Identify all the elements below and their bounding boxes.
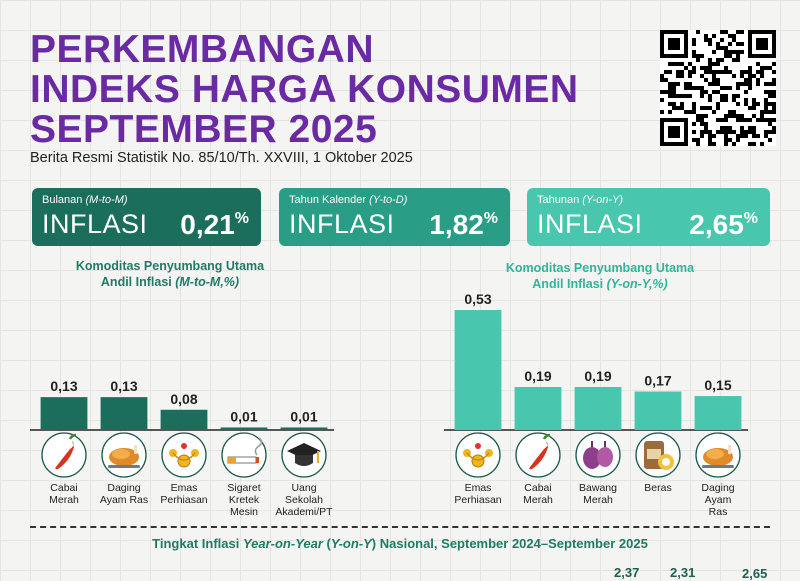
chart-1-value-label: 0,53 (464, 291, 491, 307)
gold-icon (161, 432, 207, 478)
chart-0-category-label: Ayam Ras (100, 494, 148, 506)
footer-divider (30, 526, 770, 528)
chart-1-category-label: Ras (709, 506, 728, 518)
chart-0-category-label: Sigaret (227, 482, 260, 494)
chart-1-value-label: 0,19 (584, 368, 611, 384)
cigarette-icon (221, 432, 267, 478)
chart-0-value-label: 0,01 (290, 408, 317, 424)
chart-1-category-label: Beras (644, 482, 671, 494)
chart-1-bar (514, 386, 562, 430)
chart-0-value-label: 0,13 (110, 378, 137, 394)
card-value: 0,21% (180, 209, 249, 240)
chart-0-category-label: Uang (291, 482, 316, 494)
chart-yoy-title: Komoditas Penyumbang Utama Andil Inflasi… (505, 261, 695, 291)
chart-0-category-label: Emas (171, 482, 198, 494)
card-word: INFLASI (42, 209, 148, 239)
page-title: PERKEMBANGAN INDEKS HARGA KONSUMEN SEPTE… (30, 30, 579, 150)
peek-value: 2,37 (614, 565, 640, 580)
chart-0-bar (100, 397, 148, 430)
graduation-cap-icon (281, 432, 327, 478)
title-line-1: PERKEMBANGAN (30, 28, 375, 71)
chart-1-bar (634, 391, 682, 430)
chart-1-category-label: Cabai (524, 482, 551, 494)
chart-0-bar (160, 409, 208, 430)
chart-1-value-label: 0,17 (644, 373, 671, 389)
chart-mtm-title: Komoditas Penyumbang Utama Andil Inflasi… (75, 259, 265, 289)
card-value: 2,65% (689, 209, 758, 240)
chicken-icon (695, 432, 741, 478)
chart-0-value-label: 0,13 (50, 378, 77, 394)
card-yoy-inflation: Tahunan (Y-on-Y) INFLASI 2,65% (527, 188, 770, 246)
chart-1-value-label: 0,15 (704, 377, 731, 393)
subtitle: Berita Resmi Statistik No. 85/10/Th. XXV… (30, 150, 413, 166)
chart-0-category-label: Akademi/PT (275, 506, 333, 518)
chart-1-value-label: 0,19 (524, 368, 551, 384)
card-word: INFLASI (537, 209, 643, 239)
chart-0-category-label: Cabai (50, 482, 77, 494)
card-word: INFLASI (289, 209, 395, 239)
chart-1-category-label: Ayam (705, 494, 732, 506)
chart-0-value-label: 0,01 (230, 408, 257, 424)
rice-icon (635, 432, 681, 478)
peek-value: 2,65 (742, 566, 768, 581)
chart-0-category-label: Daging (107, 482, 140, 494)
chart-0-category-label: Mesin (230, 506, 258, 518)
chart-0-bar (280, 427, 328, 430)
chart-1-category-label: Daging (701, 482, 734, 494)
chart-0-category-label: Kretek (229, 494, 260, 506)
card-label: Bulanan (M-to-M) (42, 194, 128, 206)
chicken-icon (101, 432, 147, 478)
chart-0-bar (220, 427, 268, 430)
chart-0-category-label: Sekolah (285, 494, 323, 506)
chart-0-bar (40, 397, 88, 430)
chart-1-bar (454, 310, 502, 430)
chart-1-category-label: Merah (523, 494, 553, 506)
title-line-3: SEPTEMBER 2025 (30, 108, 378, 151)
chart-1-category-label: Merah (583, 494, 613, 506)
chart-1-category-label: Bawang (579, 482, 617, 494)
chili-icon (515, 432, 561, 478)
title-line-2: INDEKS HARGA KONSUMEN (30, 68, 579, 111)
card-label: Tahun Kalender (Y-to-D) (289, 194, 408, 206)
peek-value: 2,31 (670, 565, 696, 580)
chart-1-bar (574, 386, 622, 430)
chart-1-category-label: Perhiasan (454, 494, 501, 506)
chart-1-bar (694, 396, 742, 430)
qr-code-icon[interactable] (660, 30, 776, 146)
card-label: Tahunan (Y-on-Y) (537, 194, 624, 206)
chart-1-category-label: Emas (465, 482, 492, 494)
card-monthly-inflation: Bulanan (M-to-M) INFLASI 0,21% (32, 188, 261, 246)
card-value: 1,82% (429, 209, 498, 240)
card-ytd-inflation: Tahun Kalender (Y-to-D) INFLASI 1,82% (279, 188, 510, 246)
gold-icon (455, 432, 501, 478)
shallot-icon (575, 432, 621, 478)
chart-0-category-label: Perhiasan (160, 494, 207, 506)
chart-0-category-label: Merah (49, 494, 79, 506)
footer-caption: Tingkat Inflasi Year-on-Year (Y-on-Y) Na… (152, 536, 648, 551)
chili-icon (41, 432, 87, 478)
chart-0-value-label: 0,08 (170, 391, 197, 407)
